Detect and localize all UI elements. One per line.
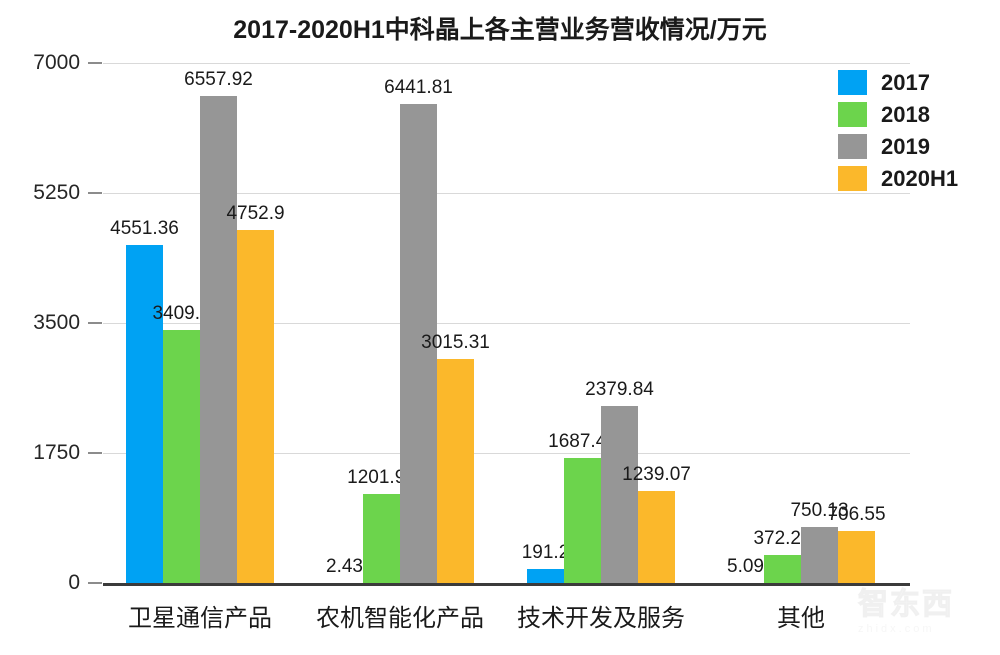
bar-value-label: 2.43: [326, 555, 363, 577]
bar-2018-2[interactable]: [564, 457, 601, 583]
bar-value-label: 706.55: [827, 503, 886, 525]
bar-value-label: 5.09: [727, 555, 764, 577]
x-axis-category-label: 技术开发及服务: [517, 605, 685, 632]
y-axis-tick-label: 0: [68, 571, 80, 594]
bar-2019-3[interactable]: [801, 527, 838, 583]
legend-label: 2020H1: [881, 165, 959, 191]
bar-value-label: 6441.81: [384, 77, 453, 99]
bar-value-label: 1687.46: [548, 430, 617, 452]
legend-item-2018[interactable]: 2018: [838, 100, 958, 129]
bar-value-label: 4551.36: [110, 217, 179, 239]
y-axis-tick-mark: [88, 192, 102, 194]
bar-2020H1-2[interactable]: [638, 490, 675, 583]
legend-label: 2017: [881, 69, 930, 95]
y-axis-tick-label: 5250: [33, 181, 80, 204]
legend-swatch-icon: [838, 166, 867, 191]
gridline: [103, 63, 910, 64]
bar-2020H1-1[interactable]: [437, 359, 474, 583]
bar-value-label: 6557.92: [184, 68, 253, 90]
legend-swatch-icon: [838, 134, 867, 159]
bar-value-label: 191.2: [521, 541, 570, 563]
y-axis-tick-mark: [88, 582, 102, 584]
legend-label: 2019: [881, 133, 930, 159]
bar-value-label: 1239.07: [622, 463, 691, 485]
bar-value-label: 2379.84: [585, 379, 654, 401]
bar-2018-1[interactable]: [363, 493, 400, 583]
legend: 2017 2018 2019 2020H1: [838, 68, 958, 196]
x-axis-category-label: 卫星通信产品: [128, 605, 272, 632]
legend-label: 2018: [881, 101, 930, 127]
gridline: [103, 193, 910, 194]
page-title: 2017-2020H1中科晶上各主营业务营收情况/万元: [233, 16, 767, 44]
bar-value-label: 4752.9: [226, 202, 285, 224]
bar-2020H1-0[interactable]: [237, 229, 274, 583]
watermark: 智东西 zhidx.com: [858, 588, 996, 650]
bar-value-label: 3409.4: [152, 302, 211, 324]
y-axis-tick-mark: [88, 322, 102, 324]
bar-2017-2[interactable]: [527, 568, 564, 583]
plot-area: 4551.36 3409.4 6557.92 4752.9 2.43 1201.96 644…: [103, 63, 910, 584]
bar-2017-0[interactable]: [126, 244, 163, 583]
x-axis-category-label: 其他: [777, 605, 825, 632]
y-axis-tick-mark: [88, 62, 102, 64]
bar-2018-3[interactable]: [764, 555, 801, 583]
bar-2018-0[interactable]: [163, 329, 200, 583]
gridline: [103, 453, 910, 454]
bar-value-label: 1201.96: [347, 466, 416, 488]
legend-item-2019[interactable]: 2019: [838, 132, 958, 161]
y-axis-tick-mark: [88, 452, 102, 454]
bar-2020H1-3[interactable]: [838, 530, 875, 583]
bar-2019-0[interactable]: [200, 95, 237, 583]
watermark-logo: 智东西: [858, 588, 954, 622]
bar-value-label: 750.13: [790, 500, 849, 522]
bar-2019-2[interactable]: [601, 406, 638, 583]
bar-2019-1[interactable]: [400, 104, 437, 583]
x-axis-category-label: 农机智能化产品: [316, 605, 484, 632]
bar-value-label: 372.29: [753, 528, 812, 550]
legend-swatch-icon: [838, 102, 867, 127]
y-axis-tick-label: 7000: [33, 51, 80, 74]
legend-swatch-icon: [838, 70, 867, 95]
bar-value-label: 3015.31: [421, 332, 490, 353]
watermark-url: zhidx.com: [858, 623, 935, 635]
legend-item-2017[interactable]: 2017: [838, 68, 958, 97]
y-axis-tick-label: 3500: [33, 311, 80, 334]
x-axis-line: [103, 583, 910, 586]
legend-item-2020H1[interactable]: 2020H1: [838, 164, 958, 193]
gridline: [103, 323, 910, 324]
y-axis-tick-label: 1750: [33, 441, 80, 464]
